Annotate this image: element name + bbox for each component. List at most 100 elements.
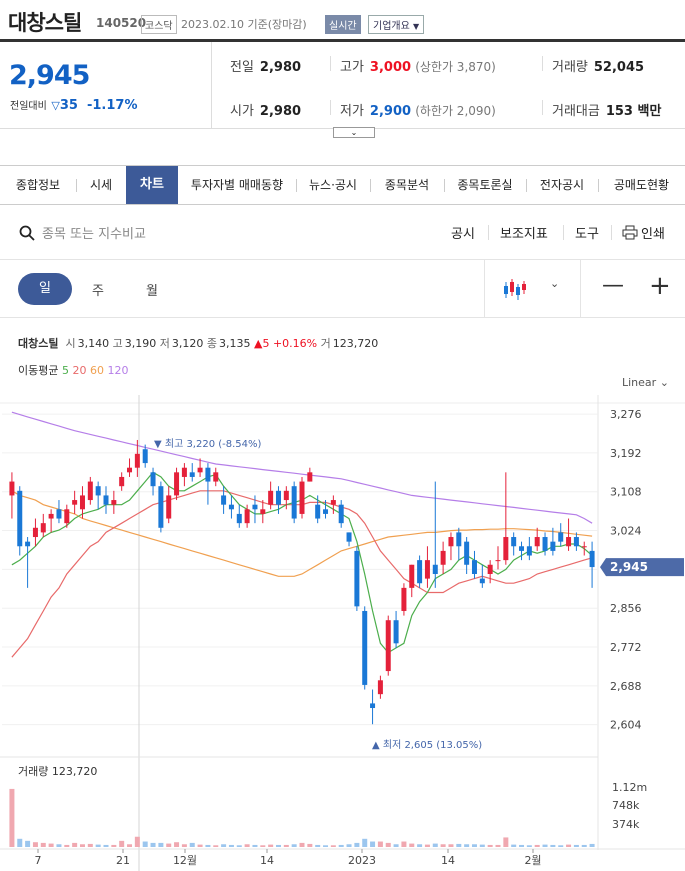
volume-bar (111, 844, 117, 847)
volume-bar (205, 844, 211, 847)
volume-bar (354, 842, 360, 847)
volume-bar (566, 844, 572, 847)
company-overview-dropdown[interactable]: 기업개요 ▼ (368, 15, 425, 34)
candle-body (346, 532, 352, 542)
min-price-label: ▲ 최저 2,605 (13.05%) (372, 739, 482, 751)
candle-body (550, 541, 556, 551)
scale-dropdown[interactable]: Linear ⌄ (622, 376, 669, 389)
x-tick-label: 14 (260, 854, 274, 867)
candle-body (275, 490, 281, 505)
candle-body (503, 537, 509, 561)
company-overview-label: 기업개요 (373, 21, 410, 32)
volume-bar (244, 844, 250, 847)
candle-body (268, 490, 274, 505)
period-month[interactable]: 월 (146, 284, 158, 299)
volume-label: 거래량 123,720 (18, 765, 97, 778)
candlestick-type-icon[interactable] (502, 276, 528, 302)
tab-short-selling[interactable]: 공매도현황 (613, 178, 670, 192)
volume-bar (401, 841, 407, 847)
y-tick-label: 2,604 (610, 719, 642, 732)
volume-bar (40, 842, 46, 847)
candle-body (72, 500, 78, 505)
printer-icon[interactable] (622, 225, 638, 240)
tab-discussion[interactable]: 종목토론실 (457, 178, 513, 192)
volume-bar (323, 845, 329, 847)
moving-average-legend[interactable]: 이동평균 5 20 60 120 (18, 364, 129, 377)
stock-code: 140520 (96, 16, 147, 30)
zoom-in-icon[interactable]: + (649, 271, 671, 301)
candle-body (519, 546, 525, 551)
candle-body (323, 509, 329, 514)
tab-quote[interactable]: 시세 (89, 178, 113, 192)
y-tick-label: 2,856 (610, 602, 642, 615)
candle-body (573, 537, 579, 547)
volume-bar (589, 843, 595, 847)
volume-bar (275, 844, 281, 847)
search-icon[interactable] (19, 225, 35, 241)
candle-body (283, 490, 289, 501)
menu-disclosure[interactable]: 공시 (451, 227, 475, 242)
candle-body (487, 564, 493, 574)
menu-indicators[interactable]: 보조지표 (500, 227, 548, 242)
chevron-down-icon[interactable]: ⌄ (550, 277, 560, 290)
volume-bar (221, 844, 227, 847)
candle-body (158, 486, 164, 528)
period-day[interactable]: 일 (18, 273, 72, 305)
period-week[interactable]: 주 (92, 284, 104, 299)
candle-body (424, 560, 430, 579)
candle-body (205, 467, 211, 482)
candle-body (236, 513, 242, 524)
volume-bar (299, 842, 305, 847)
candle-body (221, 495, 227, 505)
volume-bar (385, 842, 391, 847)
volume-bar (448, 844, 454, 847)
candle-body (111, 500, 117, 505)
candle-body (40, 523, 46, 533)
price-box: 2,945 전일대비 ▽35 -1.17% (0, 42, 212, 129)
candle-body (456, 532, 462, 547)
stock-name[interactable]: 대창스틸 (8, 11, 82, 35)
menu-tools[interactable]: 도구 (575, 227, 599, 242)
current-price: 2,945 (9, 60, 90, 91)
price-chart[interactable]: 3,2763,1923,1083,0242,9402,8562,7722,688… (0, 395, 685, 871)
tab-summary[interactable]: 종합정보 (15, 178, 61, 192)
menu-print[interactable]: 인쇄 (641, 227, 665, 242)
candle-body (228, 504, 234, 510)
candle-body (181, 467, 187, 477)
volume-bar (370, 841, 376, 847)
candle-info: 대창스틸 시 3,140 고 3,190 저 3,120 종 3,135 ▲5 +0.1… (18, 337, 379, 350)
candle-body (393, 620, 399, 644)
candle-body (589, 550, 595, 568)
volume-bar (252, 844, 258, 847)
candle-body (464, 541, 470, 565)
compare-search-input[interactable]: 종목 또는 지수비교 (42, 227, 146, 242)
candle-body (134, 453, 140, 468)
y-tick-label: 3,276 (610, 408, 642, 421)
volume-bar (526, 845, 532, 847)
candle-body (566, 537, 572, 547)
tab-news[interactable]: 뉴스·공시 (309, 178, 357, 192)
volume-bar (362, 838, 368, 847)
candle-body (479, 578, 485, 584)
candle-body (87, 481, 93, 501)
tab-disclosure[interactable]: 전자공시 (539, 178, 585, 192)
zoom-out-icon[interactable]: — (602, 273, 624, 298)
tab-analysis[interactable]: 종목분석 (384, 178, 430, 192)
volume-bar (471, 844, 477, 847)
candle-body (252, 504, 258, 510)
candle-body (362, 610, 368, 685)
expand-toggle[interactable]: ⌄ (333, 127, 375, 138)
chevron-down-icon: ▼ (413, 22, 420, 31)
volume-bar (181, 844, 187, 847)
realtime-button[interactable]: 실시간 (325, 15, 361, 34)
volume-bar (479, 844, 485, 847)
tab-chart[interactable]: 차트 (126, 166, 178, 204)
y-tick-label: 3,108 (610, 486, 642, 499)
y-tick-label: 2,688 (610, 680, 642, 693)
prev-close: 전일 2,980 (230, 60, 302, 75)
candle-body (213, 472, 219, 482)
candle-body (409, 564, 415, 588)
candle-body (174, 472, 180, 496)
candle-body (542, 537, 548, 551)
tab-investor-trend[interactable]: 투자자별 매매동향 (190, 178, 284, 192)
